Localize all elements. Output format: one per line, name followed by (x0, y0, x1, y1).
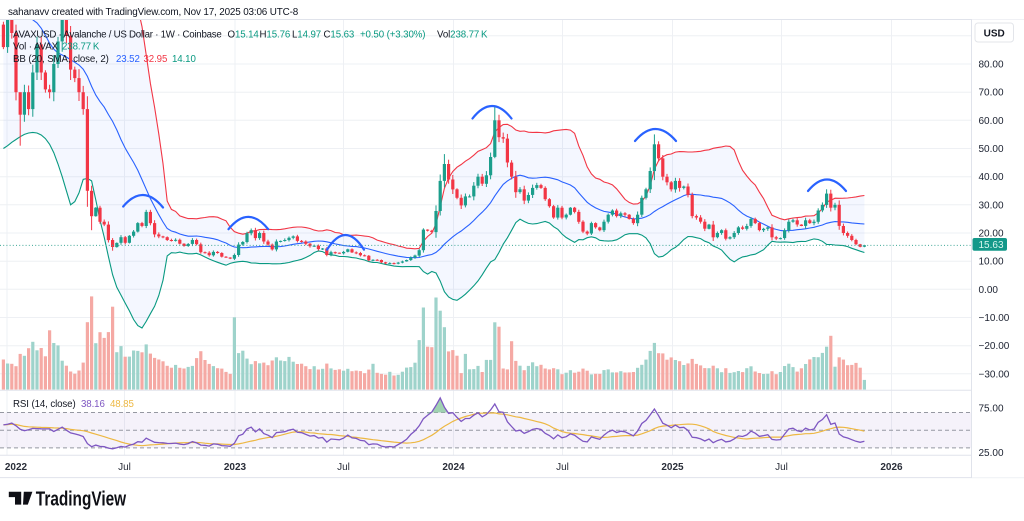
svg-text:70.00: 70.00 (979, 88, 1004, 99)
svg-text:23.52: 23.52 (116, 54, 140, 65)
svg-text:2026: 2026 (880, 462, 903, 473)
svg-text:sahanavv created with TradingV: sahanavv created with TradingView.com, N… (8, 7, 299, 18)
svg-text:C15.63: C15.63 (324, 30, 355, 41)
svg-text:Jul: Jul (775, 462, 788, 473)
svg-text:25.00: 25.00 (979, 448, 1004, 459)
svg-text:40.00: 40.00 (979, 172, 1004, 183)
svg-text:80.00: 80.00 (979, 60, 1004, 71)
svg-text:Jul: Jul (556, 462, 569, 473)
svg-text:30.00: 30.00 (979, 200, 1004, 211)
svg-text:48.85: 48.85 (110, 399, 134, 410)
svg-text:32.95: 32.95 (144, 54, 168, 65)
svg-text:−30.00: −30.00 (979, 369, 1010, 380)
svg-text:H15.76: H15.76 (260, 30, 291, 41)
svg-text:Vol238.77 K: Vol238.77 K (437, 30, 488, 41)
svg-text:50.00: 50.00 (979, 144, 1004, 155)
svg-text:O15.14: O15.14 (228, 30, 260, 41)
svg-text:Vol · AVAX: Vol · AVAX (13, 42, 59, 53)
svg-text:38.16: 38.16 (81, 399, 105, 410)
svg-text:20.00: 20.00 (979, 229, 1004, 240)
svg-text:10.00: 10.00 (979, 257, 1004, 268)
svg-text:−20.00: −20.00 (979, 341, 1010, 352)
svg-text:L14.97: L14.97 (292, 30, 321, 41)
svg-text:+0.50 (+3.30%): +0.50 (+3.30%) (360, 30, 425, 41)
svg-text:2024: 2024 (442, 462, 465, 473)
svg-text:Jul: Jul (337, 462, 350, 473)
svg-text:0.00: 0.00 (979, 285, 999, 296)
svg-text:TradingView: TradingView (36, 488, 126, 510)
svg-text:14.10: 14.10 (172, 54, 196, 65)
svg-text:238.77 K: 238.77 K (62, 42, 100, 53)
svg-text:−10.00: −10.00 (979, 313, 1010, 324)
svg-text:2023: 2023 (224, 462, 247, 473)
svg-text:60.00: 60.00 (979, 116, 1004, 127)
svg-text:2022: 2022 (5, 462, 28, 473)
svg-text:RSI (14, close): RSI (14, close) (13, 399, 76, 410)
svg-text:15.63: 15.63 (979, 240, 1004, 251)
svg-text:AVAXUSD · Avalanche / US Dolla: AVAXUSD · Avalanche / US Dollar · 1W · C… (13, 30, 221, 41)
svg-text:Jul: Jul (118, 462, 131, 473)
svg-text:USD: USD (984, 29, 1005, 40)
svg-text:BB (20, SMA, close, 2): BB (20, SMA, close, 2) (13, 54, 109, 65)
svg-text:2025: 2025 (661, 462, 684, 473)
svg-text:75.00: 75.00 (979, 404, 1004, 415)
